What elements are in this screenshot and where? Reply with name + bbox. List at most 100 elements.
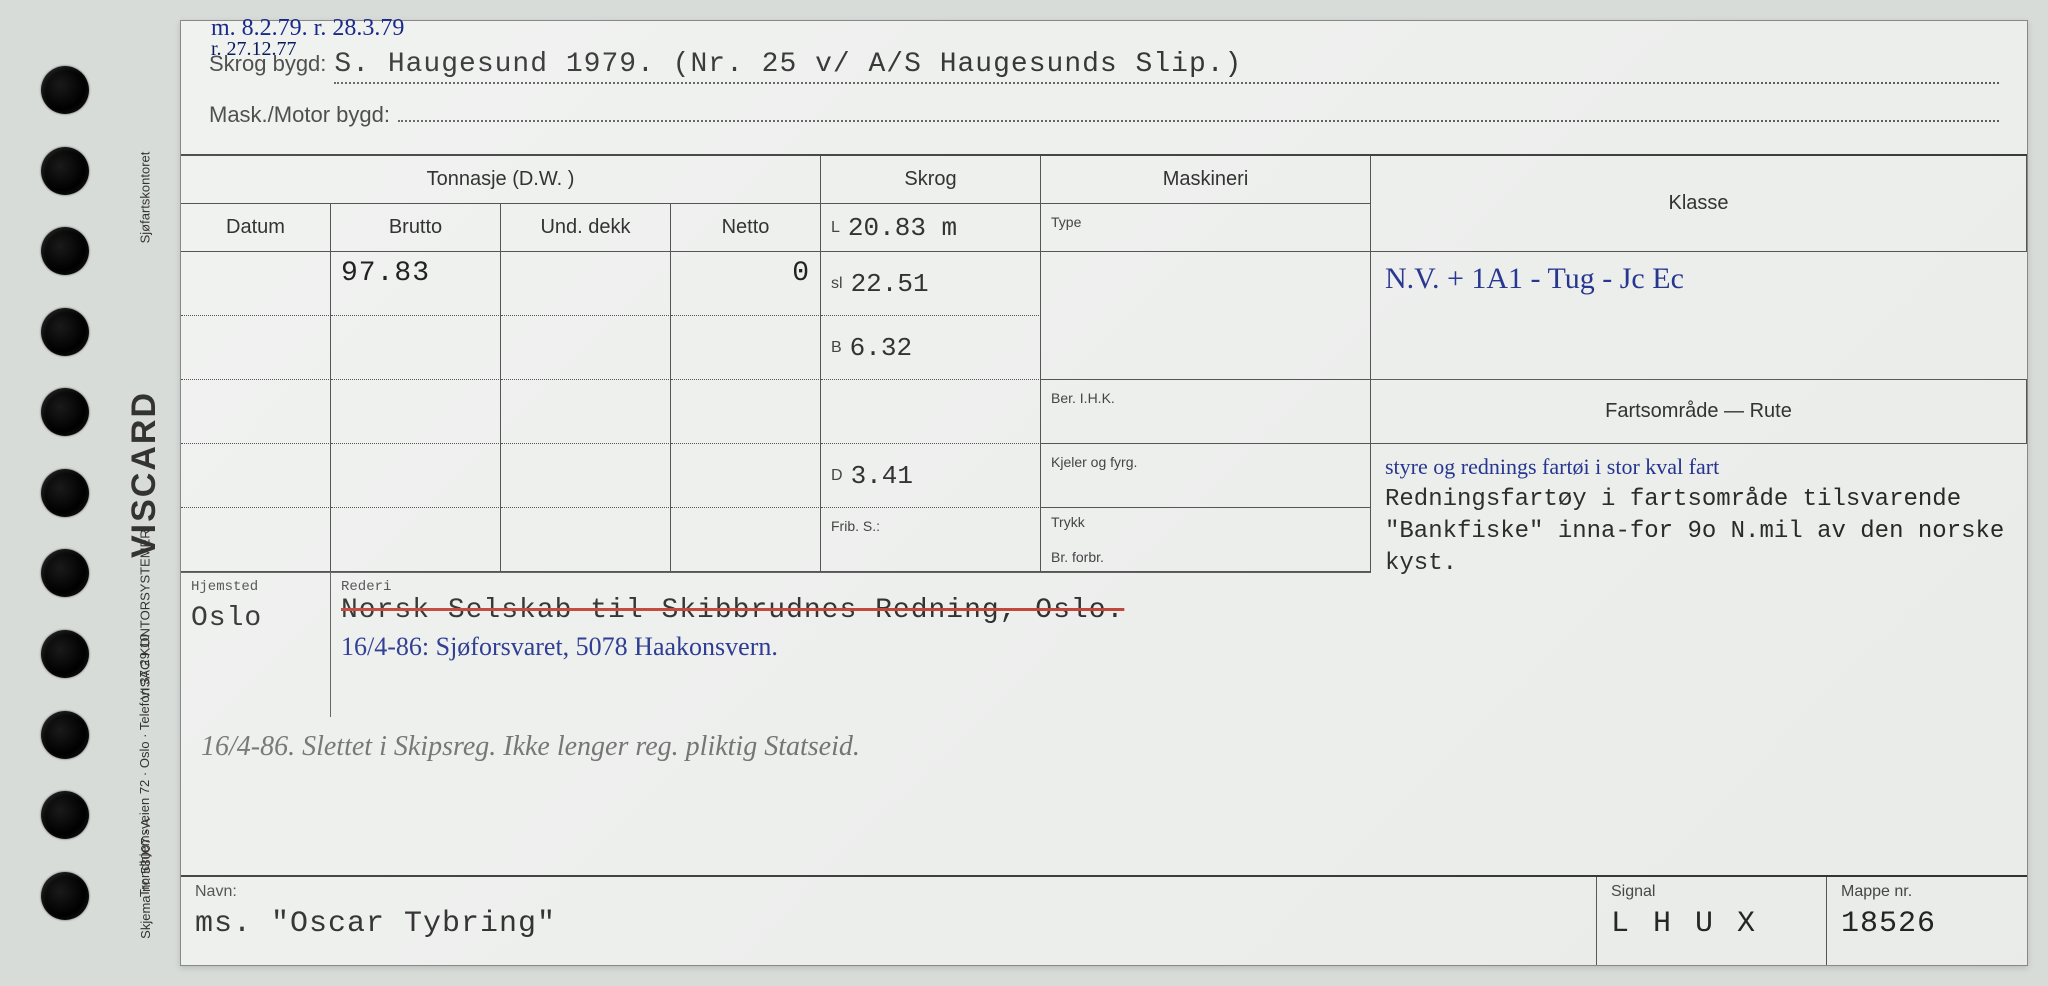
ber-label: Ber. I.H.K.	[1051, 390, 1115, 406]
tagline: VISAG KONTORSYSTEMER	[138, 529, 153, 699]
hole	[41, 630, 89, 678]
rederi-struck-value: Norsk Selskab til Skibbrudnes Redning, O…	[341, 595, 1361, 626]
fartsomrade-body: styre og rednings fartøi i stor kval far…	[1371, 444, 2027, 717]
empty-cell	[821, 380, 1041, 444]
kjeler-label: Kjeler og fyrg.	[1051, 454, 1137, 470]
hole	[41, 469, 89, 517]
frib-label: Frib. S.:	[831, 518, 880, 534]
empty-cell	[501, 316, 671, 380]
empty-cell	[501, 444, 671, 508]
netto-value: 0	[792, 258, 810, 289]
empty-cell	[501, 508, 671, 572]
empty-cell	[181, 380, 331, 444]
rederi-label: Rederi	[341, 579, 1361, 595]
farts-typed-text: Redningsfartøy i fartsområde tilsvarende…	[1385, 484, 2013, 581]
farts-handwritten-top: styre og rednings fartøi i stor kval far…	[1385, 452, 2013, 482]
L-value: 20.83 m	[848, 213, 957, 243]
binder-holes	[20, 20, 110, 966]
netto-cell: 0	[671, 252, 821, 316]
maskineri-header: Maskineri	[1041, 156, 1371, 204]
empty-cell	[671, 508, 821, 572]
hole	[41, 388, 89, 436]
hole	[41, 549, 89, 597]
navn-label: Navn:	[195, 883, 1582, 901]
empty-cell	[331, 316, 501, 380]
D-value: 3.41	[851, 461, 913, 491]
brutto-header: Brutto	[331, 204, 501, 252]
empty-cell	[331, 380, 501, 444]
skrog-bygd-field: Skrog bygd: S. Haugesund 1979. (Nr. 25 v…	[209, 49, 1999, 84]
page: Skjema nr. 53007 - A Trondhjemsveien 72 …	[20, 20, 2028, 966]
hole	[41, 147, 89, 195]
hole	[41, 872, 89, 920]
hole	[41, 227, 89, 275]
hjemsted-cell: Hjemsted Oslo	[181, 573, 331, 717]
mappe-value: 18526	[1841, 907, 2013, 941]
tonnasje-header: Tonnasje (D.W. )	[181, 156, 821, 204]
navn-cell: Navn: ms. "Oscar Tybring"	[181, 877, 1597, 965]
kjeler-cell: Kjeler og fyrg.	[1041, 444, 1371, 508]
sjofart-label: Sjøfartskontoret	[138, 152, 153, 244]
empty-cell	[331, 508, 501, 572]
und-dekk-header: Und. dekk	[501, 204, 671, 252]
rederi-cell: Rederi Norsk Selskab til Skibbrudnes Red…	[331, 573, 1371, 717]
skrog-header: Skrog	[821, 156, 1041, 204]
bottom-row: Navn: ms. "Oscar Tybring" Signal L H U X…	[181, 875, 2027, 965]
D-prefix: D	[831, 467, 843, 485]
type-label: Type	[1051, 214, 1081, 230]
frib-cell: Frib. S.:	[821, 508, 1041, 572]
main-table: Tonnasje (D.W. ) Skrog Maskineri Klasse …	[181, 154, 2027, 875]
type-cell: Type	[1041, 204, 1371, 252]
und-dekk-cell	[501, 252, 671, 316]
netto-header: Netto	[671, 204, 821, 252]
B-cell: B 6.32	[821, 316, 1041, 380]
empty-cell	[331, 444, 501, 508]
D-cell: D 3.41	[821, 444, 1041, 508]
hole	[41, 791, 89, 839]
sl-cell: sl 22.51	[821, 252, 1041, 316]
klasse-handwritten: N.V. + 1A1 - Tug - Jc Ec	[1385, 262, 1684, 295]
hole	[41, 711, 89, 759]
grey-handwritten-note: 16/4-86. Slettet i Skipsreg. Ikke lenger…	[201, 731, 860, 762]
L-prefix: L	[831, 219, 840, 237]
signal-label: Signal	[1611, 883, 1812, 901]
hjemsted-label: Hjemsted	[191, 579, 320, 595]
mask-motor-field: Mask./Motor bygd:	[209, 102, 1999, 128]
trykk-label: Trykk	[1051, 514, 1360, 530]
B-prefix: B	[831, 339, 842, 357]
rederi-handwritten: 16/4-86: Sjøforsvaret, 5078 Haakonsvern.	[341, 632, 1361, 662]
datum-header: Datum	[181, 204, 331, 252]
header-fields: Skrog bygd: S. Haugesund 1979. (Nr. 25 v…	[181, 21, 2027, 154]
empty-cell	[671, 380, 821, 444]
br-label: Br. forbr.	[1051, 549, 1360, 565]
mask-motor-value	[398, 118, 1999, 122]
hjemsted-value: Oslo	[191, 603, 320, 634]
empty-cell	[181, 444, 331, 508]
hjemsted-rederi-row: Hjemsted Oslo Rederi Norsk Selskab til S…	[181, 572, 1371, 717]
datum-cell	[181, 252, 331, 316]
type-body	[1041, 252, 1371, 380]
klasse-header: Klasse	[1371, 156, 2027, 252]
navn-value: ms. "Oscar Tybring"	[195, 907, 1582, 941]
empty-cell	[671, 444, 821, 508]
empty-cell	[501, 380, 671, 444]
ber-cell: Ber. I.H.K.	[1041, 380, 1371, 444]
empty-cell	[181, 508, 331, 572]
side-imprint: Skjema nr. 53007 - A Trondhjemsveien 72 …	[110, 20, 180, 966]
trykk-br-cell: Trykk Br. forbr.	[1041, 508, 1371, 572]
index-card: m. 8.2.79. r. 28.3.79 r. 27.12.77 Skrog …	[180, 20, 2028, 966]
sl-value: 22.51	[851, 269, 929, 299]
fartsomrade-header: Fartsområde — Rute	[1371, 380, 2027, 444]
empty-cell	[181, 316, 331, 380]
empty-cell	[671, 316, 821, 380]
klasse-body: N.V. + 1A1 - Tug - Jc Ec	[1371, 252, 2027, 380]
signal-value: L H U X	[1611, 907, 1812, 941]
grey-note-row: 16/4-86. Slettet i Skipsreg. Ikke lenger…	[181, 717, 1371, 876]
brutto-cell: 97.83	[331, 252, 501, 316]
sl-prefix: sl	[831, 275, 843, 293]
mappe-cell: Mappe nr. 18526	[1827, 877, 2027, 965]
skrog-bygd-value: S. Haugesund 1979. (Nr. 25 v/ A/S Hauges…	[334, 49, 1999, 84]
hole	[41, 66, 89, 114]
signal-cell: Signal L H U X	[1597, 877, 1827, 965]
mask-motor-label: Mask./Motor bygd:	[209, 102, 390, 128]
